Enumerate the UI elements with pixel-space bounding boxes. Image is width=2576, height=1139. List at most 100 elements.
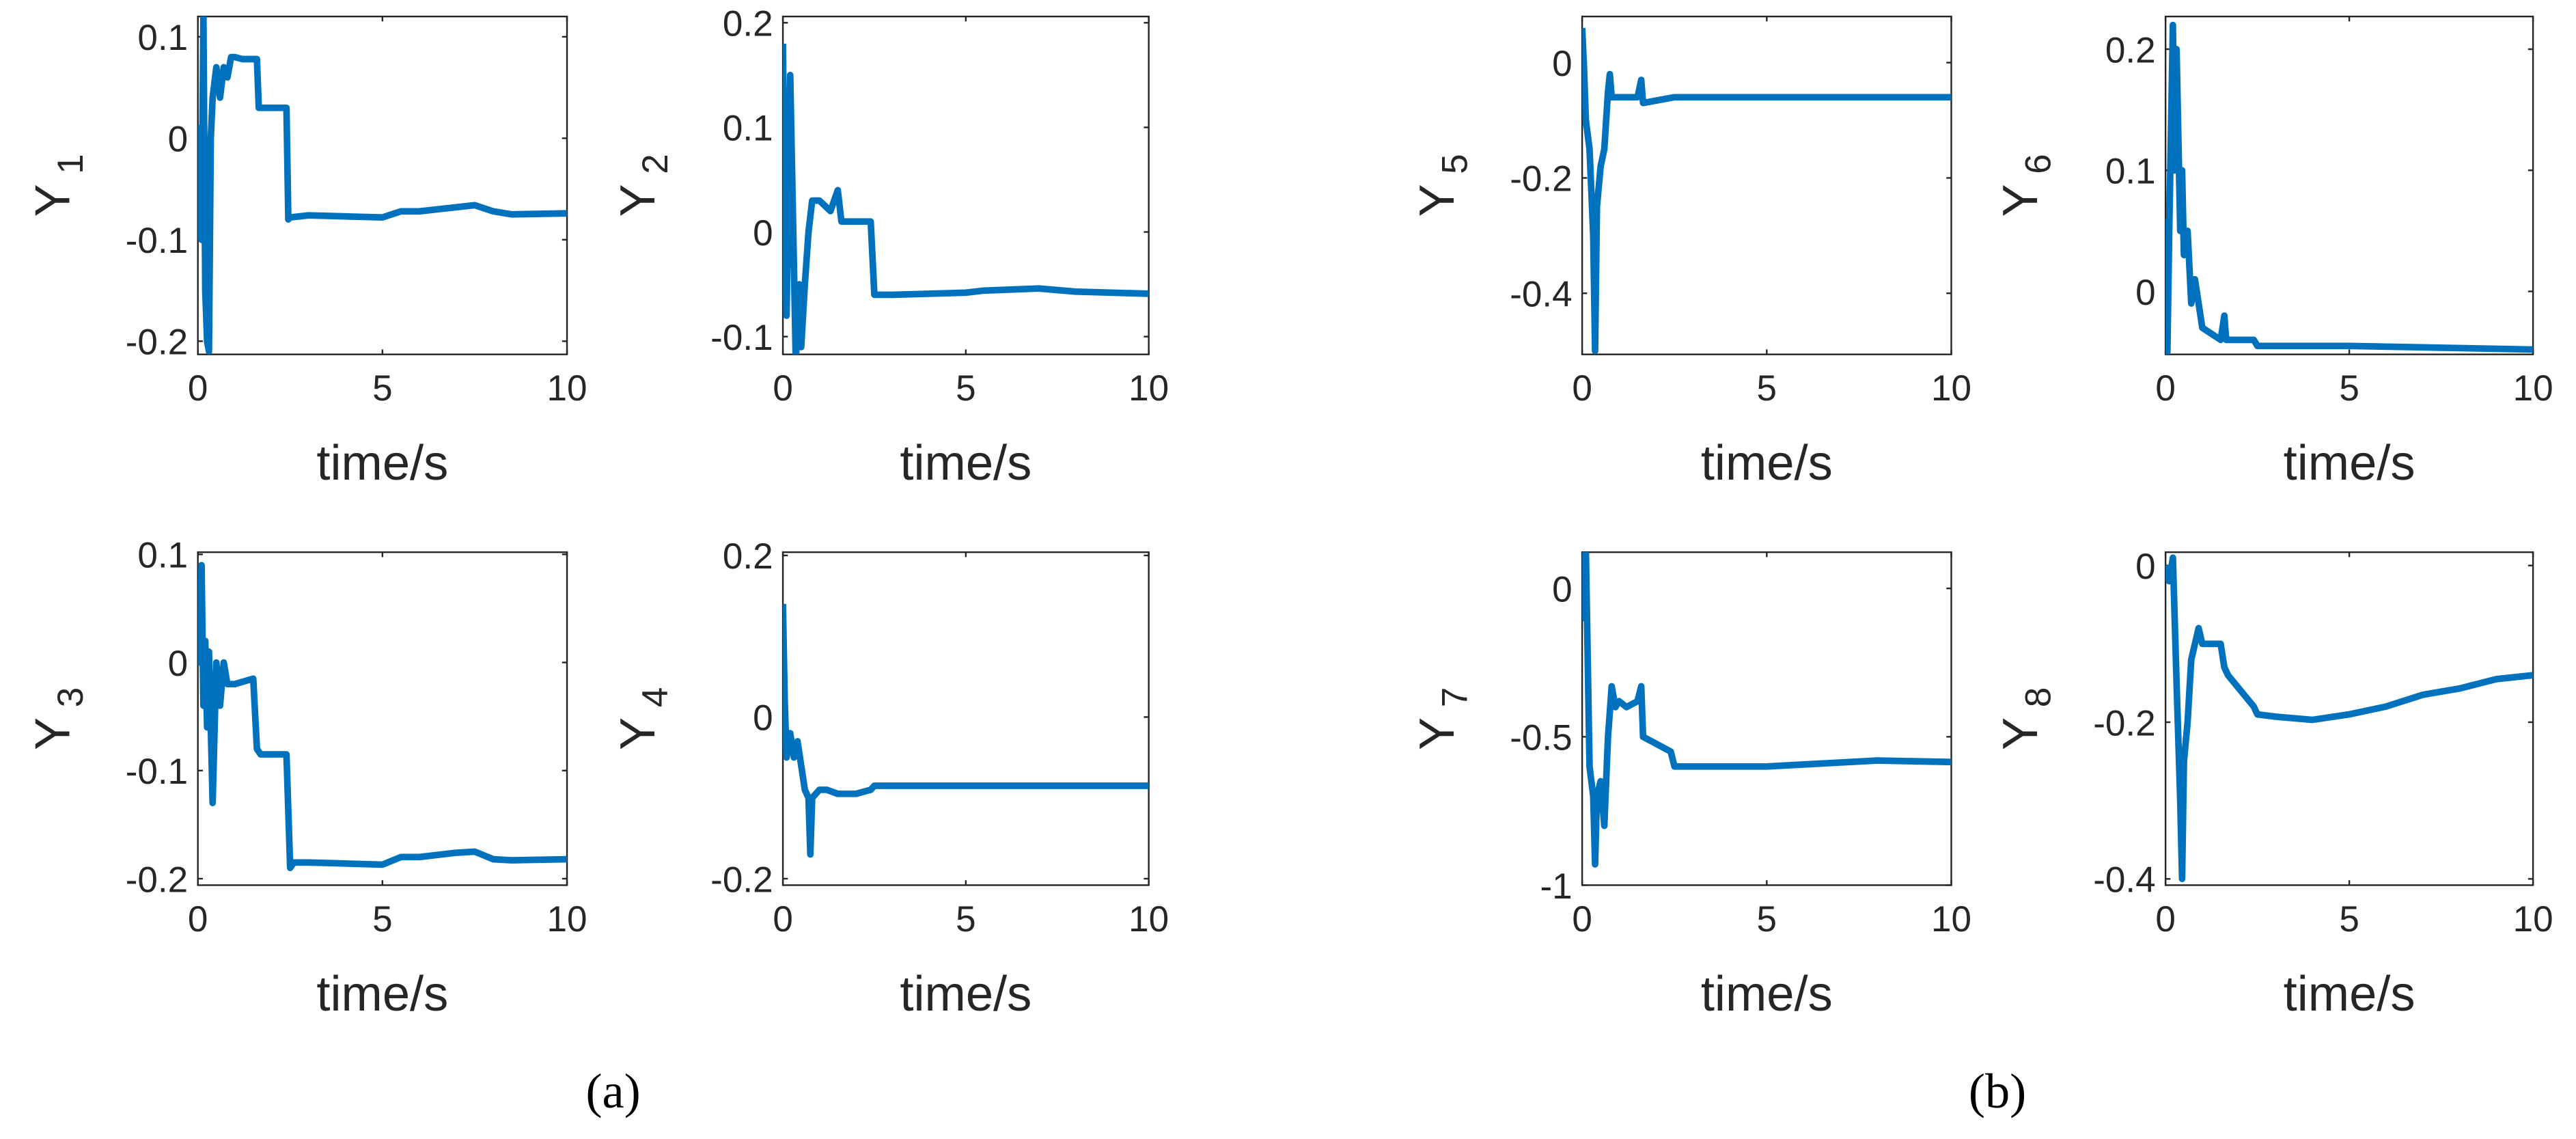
x-tick-label: 0: [188, 899, 208, 939]
y-tick-label: 0.2: [723, 4, 773, 44]
x-tick-label: 10: [1931, 368, 1971, 409]
y-tick-label: 0: [753, 698, 773, 739]
data-line: [1582, 27, 1952, 355]
y-axis-label-subscript: 3: [51, 687, 91, 708]
y-tick-label: -0.2: [126, 860, 188, 900]
axes-box: [197, 551, 568, 886]
y-axis-label: Y1: [25, 154, 90, 217]
y-axis-label: Y2: [610, 154, 676, 217]
x-tick-label: 0: [773, 368, 793, 409]
x-tick-label: 0: [1572, 899, 1592, 939]
y-tick-label: -1: [1540, 866, 1572, 907]
x-tick-label: 0: [1572, 368, 1592, 409]
y-tick-label: -0.2: [1510, 159, 1572, 200]
axes-box: [197, 15, 568, 355]
data-line: [197, 562, 568, 872]
x-tick-label: 0: [2155, 899, 2176, 939]
y-axis-label: Y8: [1993, 687, 2058, 750]
y-tick-label: 0.1: [137, 536, 188, 576]
y-tick-label: 0.1: [137, 18, 188, 58]
y-tick-label: -0.5: [1510, 718, 1572, 758]
x-tick-label: 10: [1931, 899, 1971, 939]
x-tick-label: 5: [2339, 899, 2359, 939]
x-axis-label: time/s: [316, 435, 448, 491]
y-tick-label: 0: [2135, 547, 2156, 587]
y-tick-label: 0: [168, 644, 189, 684]
x-tick-label: 10: [2513, 899, 2553, 939]
y-axis-label: Y7: [1409, 687, 1475, 750]
x-tick-label: 5: [1757, 899, 1777, 939]
y-axis-label-main: Y: [1409, 717, 1465, 750]
y-axis-label-main: Y: [610, 184, 665, 217]
y-axis-label-subscript: 2: [635, 154, 676, 174]
x-tick-label: 5: [956, 368, 976, 409]
x-axis-label: time/s: [1701, 966, 1833, 1021]
x-tick-label: 10: [1128, 899, 1169, 939]
y-tick-label: -0.4: [2093, 860, 2155, 901]
x-tick-label: 5: [372, 899, 393, 939]
y-axis-label: Y5: [1409, 154, 1475, 217]
y-axis-label: Y3: [25, 687, 90, 750]
y-tick-label: 0: [2135, 273, 2156, 313]
panel-label: (a): [585, 1064, 640, 1119]
x-axis-label: time/s: [900, 435, 1031, 491]
axes-box: [781, 15, 1150, 355]
y-axis-label: Y4: [610, 687, 676, 750]
axes-box: [1581, 15, 1952, 355]
data-line: [1582, 552, 1952, 868]
y-tick-label: 0.1: [2105, 152, 2156, 192]
y-axis-label-subscript: 6: [2018, 154, 2058, 174]
y-tick-label: 0: [753, 213, 773, 253]
y-axis-label-main: Y: [1993, 184, 2048, 217]
data-line: [783, 603, 1149, 858]
x-tick-label: 5: [1757, 368, 1777, 409]
y-axis-label-main: Y: [1409, 184, 1465, 217]
x-axis-label: time/s: [2284, 966, 2415, 1021]
x-tick-label: 5: [372, 368, 393, 409]
y-axis-label-main: Y: [610, 717, 665, 750]
axes-box: [1581, 551, 1952, 886]
data-line: [2165, 554, 2534, 883]
y-tick-label: 0: [168, 120, 189, 160]
y-axis-label-subscript: 5: [1435, 154, 1475, 174]
x-tick-label: 0: [773, 899, 793, 939]
x-axis-label: time/s: [316, 966, 448, 1021]
axes-box: [781, 551, 1150, 886]
y-tick-label: -0.1: [126, 752, 188, 792]
axes-box: [2164, 551, 2534, 886]
axes-box: [2164, 15, 2534, 355]
y-tick-label: -0.2: [126, 323, 188, 363]
x-tick-label: 5: [956, 899, 976, 939]
x-axis-label: time/s: [2284, 435, 2415, 491]
x-tick-label: 0: [188, 368, 208, 409]
y-tick-label: -0.2: [710, 860, 773, 900]
y-axis-label-main: Y: [25, 717, 80, 750]
data-line: [783, 43, 1149, 355]
x-axis-label: time/s: [1701, 435, 1833, 491]
y-tick-label: 0: [1552, 569, 1573, 609]
y-axis-label-subscript: 1: [51, 154, 91, 174]
x-tick-label: 10: [547, 368, 587, 409]
y-tick-label: 0.1: [723, 109, 773, 149]
y-axis-label-main: Y: [1993, 717, 2048, 750]
y-tick-label: -0.4: [1510, 275, 1572, 315]
y-tick-label: -0.2: [2093, 703, 2155, 743]
y-axis-label-subscript: 4: [635, 687, 676, 708]
y-tick-label: 0.2: [2105, 30, 2156, 70]
x-tick-label: 5: [2339, 368, 2359, 409]
subplot: 0 5 10 0 0.1 0.2 time/s Y 6: [1993, 15, 2553, 491]
y-tick-label: 0: [1552, 44, 1573, 84]
x-tick-label: 0: [2155, 368, 2176, 409]
y-axis-label-main: Y: [25, 184, 80, 217]
x-tick-label: 10: [1128, 368, 1169, 409]
y-axis-label-subscript: 7: [1435, 687, 1475, 708]
x-axis-label: time/s: [900, 966, 1031, 1021]
x-tick-label: 10: [2513, 368, 2553, 409]
